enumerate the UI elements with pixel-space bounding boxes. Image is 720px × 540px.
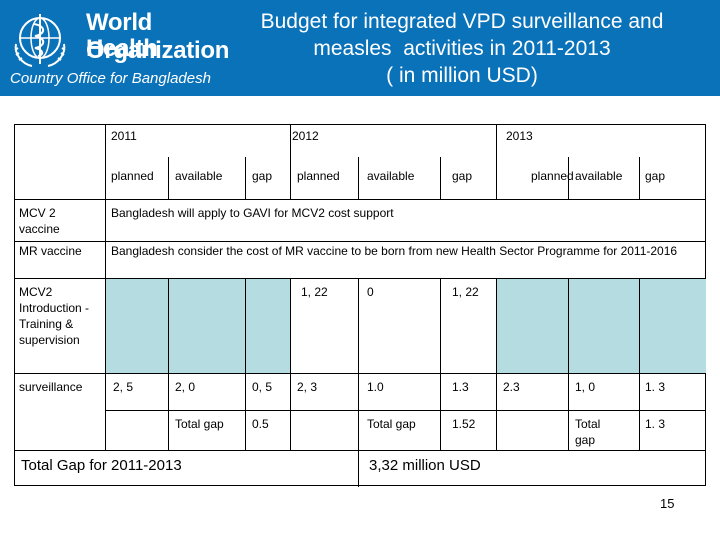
intro-value-2012-planned: 1, 22: [301, 285, 328, 299]
page-number: 15: [660, 496, 675, 511]
budget-table: 2011 2012 2013 planned available gap pla…: [14, 124, 706, 487]
col-header-planned: planned: [111, 169, 154, 183]
table-divider: [168, 157, 169, 199]
teal-cell: [169, 279, 245, 373]
teal-cell: [106, 279, 168, 373]
teal-cell: [497, 279, 568, 373]
title-line-2: measles activities in 2011-2013: [313, 37, 611, 60]
table-divider: [245, 157, 246, 199]
org-name-line2: Organization: [86, 37, 230, 64]
who-logo: World Health Organization Country Office…: [4, 4, 229, 92]
table-divider: [568, 157, 569, 199]
col-header-gap: gap: [645, 169, 666, 183]
surv-2013-available: 1, 0: [575, 380, 596, 394]
table-divider: [496, 125, 497, 199]
org-name-line1: World Health: [86, 9, 158, 62]
table-divider: [290, 278, 291, 450]
table-divider: [15, 199, 705, 200]
col-header-gap: gap: [252, 169, 273, 183]
col-header-available: available: [367, 169, 415, 183]
col-header-gap: gap: [452, 169, 473, 183]
total-gap-value-2013: 1. 3: [645, 417, 666, 431]
table-divider: [568, 278, 569, 450]
table-divider: [358, 450, 359, 487]
total-gap-value-2011: 0.5: [252, 417, 269, 431]
who-emblem-icon: [14, 14, 66, 67]
row-label-mr: MR vaccine: [19, 244, 82, 258]
year-header-2011: 2011: [111, 129, 137, 143]
surv-2011-planned: 2, 5: [113, 380, 134, 394]
title-line-1: Budget for integrated VPD surveillance a…: [260, 10, 664, 33]
table-divider: [15, 241, 705, 242]
table-divider: [15, 450, 705, 451]
surv-2012-available: 1.0: [367, 380, 384, 394]
teal-cell: [640, 279, 706, 373]
year-header-2012: 2012: [292, 129, 319, 143]
table-divider: [358, 278, 359, 450]
year-header-2013: 2013: [506, 129, 533, 143]
surv-2011-available: 2, 0: [175, 380, 196, 394]
col-header-available: available: [575, 169, 623, 183]
surv-2012-planned: 2, 3: [297, 380, 318, 394]
surv-2013-planned: 2.3: [503, 380, 520, 394]
table-divider: [440, 278, 441, 450]
total-gap-label-2012: Total gap: [367, 417, 416, 431]
table-divider: [245, 278, 246, 450]
table-divider: [639, 278, 640, 450]
table-divider: [15, 278, 705, 279]
title-line-3: ( in million USD): [386, 64, 538, 87]
row-note-mcv2: Bangladesh will apply to GAVI for MCV2 c…: [111, 206, 394, 220]
total-gap-label-2013: Total gap: [575, 417, 601, 447]
table-divider: [106, 410, 705, 411]
table-divider: [290, 125, 291, 199]
col-header-planned: planned: [297, 169, 340, 183]
teal-cell: [569, 279, 639, 373]
footer-total-value: 3,32 million USD: [369, 457, 481, 474]
intro-value-2012-available: 0: [367, 285, 374, 299]
slide-title: Budget for integrated VPD surveillance a…: [222, 8, 702, 89]
row-label-intro: MCV2 Introduction -Training & supervisio…: [19, 285, 90, 347]
header-banner: World Health Organization Country Office…: [0, 0, 720, 96]
intro-value-2012-gap: 1, 22: [452, 285, 479, 299]
table-divider: [358, 157, 359, 199]
org-subtitle: Country Office for Bangladesh: [10, 70, 211, 87]
surv-2011-gap: 0, 5: [252, 380, 273, 394]
row-label-mcv2: MCV 2 vaccine: [19, 206, 60, 236]
total-gap-label-2011: Total gap: [175, 417, 224, 431]
row-label-surveillance: surveillance: [19, 380, 83, 394]
table-divider: [105, 125, 106, 450]
teal-cell: [246, 279, 290, 373]
table-divider: [639, 157, 640, 199]
row-note-mr: Bangladesh consider the cost of MR vacci…: [111, 244, 678, 258]
table-divider: [440, 157, 441, 199]
total-gap-value-2012: 1.52: [452, 417, 476, 431]
table-divider: [168, 278, 169, 450]
table-divider: [496, 278, 497, 450]
col-header-planned: planned: [531, 169, 574, 183]
col-header-available: available: [175, 169, 223, 183]
surv-2013-gap: 1. 3: [645, 380, 666, 394]
surv-2012-gap: 1.3: [452, 380, 469, 394]
table-divider: [15, 373, 705, 374]
footer-total-label: Total Gap for 2011-2013: [21, 457, 182, 474]
